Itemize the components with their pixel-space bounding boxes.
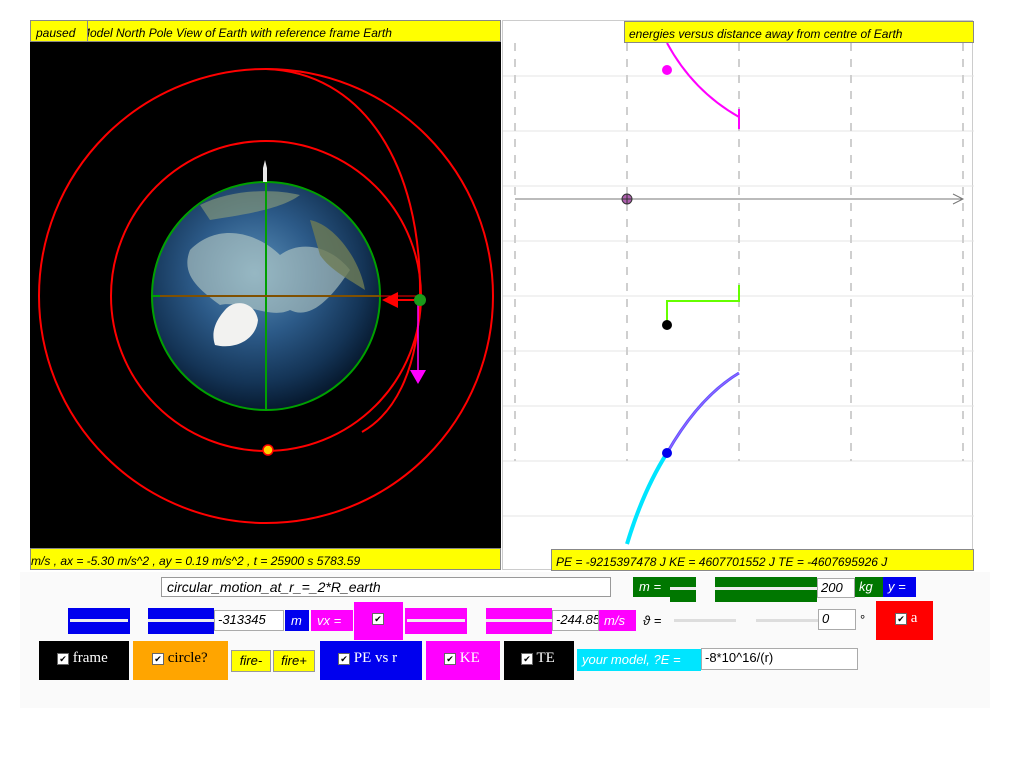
frame-label: frame [72,650,108,666]
right-panel-title: energies versus distance away from centr… [624,21,974,43]
energy-graph-panel[interactable]: energies versus distance away from centr… [502,20,974,571]
previous-marker [262,444,274,456]
te-toggle[interactable]: ✔ TE [504,641,574,680]
earth [151,181,420,411]
acceleration-toggle[interactable]: ✔ a [876,601,933,640]
pe-label: PE vs r [353,650,398,666]
circle-checkbox[interactable]: ✔ [152,652,164,665]
satellite [414,294,426,306]
status-label: paused [30,20,88,42]
energy-graph [503,42,974,545]
velocity-slider-a[interactable] [405,608,467,634]
vx-label: vx = [311,610,353,631]
ke-curve [666,42,740,118]
rocket [263,160,267,182]
orbit-spiral [265,68,422,433]
fire-plus-button[interactable]: fire+ [273,650,315,672]
circle-toggle[interactable]: ✔ circle? [133,641,228,680]
ke-checkbox[interactable]: ✔ [444,652,456,665]
model-dropdown[interactable]: circular_motion_at_r_=_2*R_earth [161,577,611,597]
left-panel-readout: 5783.59 m/s , ax = -5.30 m/s^2 , ay = 0.… [30,548,501,570]
acceleration-label: a [910,610,918,626]
fire-minus-button[interactable]: fire- [231,650,271,672]
vx-toggle[interactable]: ✔ [354,602,403,640]
te-label: TE [536,650,555,666]
frame-checkbox[interactable]: ✔ [57,652,69,665]
ke-marker [662,65,672,75]
pe-marker [662,448,672,458]
pe-toggle[interactable]: ✔ PE vs r [320,641,422,680]
pe-model-curve [665,371,740,454]
velocity-input[interactable]: -244.85 [552,610,599,631]
right-panel-readout: PE = -9215397478 J KE = 4607701552 J TE … [551,549,974,571]
position-input[interactable]: -313345 [214,610,284,631]
y-label: y = [883,577,916,597]
te-checkbox[interactable]: ✔ [521,652,533,665]
mass-slider-left[interactable] [670,577,696,602]
acceleration-vector [382,292,398,308]
circle-label: circle? [167,650,208,666]
your-model-input[interactable]: -8*10^16/(r) [701,648,858,670]
te-curve [666,285,740,324]
theta-input[interactable]: 0 [818,609,856,630]
mass-input[interactable]: 200 [817,578,855,598]
theta-label: ϑ = [643,613,662,628]
model-dropdown-value: circular_motion_at_r_=_2*R_earth [167,579,381,595]
te-marker [662,320,672,330]
acceleration-checkbox[interactable]: ✔ [895,612,907,625]
frame-toggle[interactable]: ✔ frame [39,641,129,680]
position-unit: m [285,610,309,631]
mass-label: m = [633,577,673,597]
ke-toggle[interactable]: ✔ KE [426,641,500,680]
ke-label: KE [459,650,480,666]
pe-checkbox[interactable]: ✔ [338,652,350,665]
your-model-label: your model, ?E = [577,649,701,671]
theta-unit: ° [860,612,866,627]
simulation-view[interactable]: paused Model North Pole View of Earth wi… [30,20,501,570]
velocity-slider-b[interactable] [486,608,552,634]
vx-checkbox[interactable]: ✔ [372,612,384,625]
r-axis-arrow [952,193,965,205]
pe-curve [625,451,669,545]
theta-slider-a[interactable] [674,608,736,634]
velocity-vector-head [410,370,426,384]
theta-slider-b[interactable] [756,608,818,634]
mass-unit: kg [855,577,883,597]
velocity-unit: m/s [599,610,636,631]
orbit-canvas [38,68,494,524]
mass-slider[interactable] [715,577,817,602]
position-slider-b[interactable] [148,608,214,634]
position-slider-a[interactable] [68,608,130,634]
left-panel-title: Model North Pole View of Earth with refe… [87,20,501,42]
